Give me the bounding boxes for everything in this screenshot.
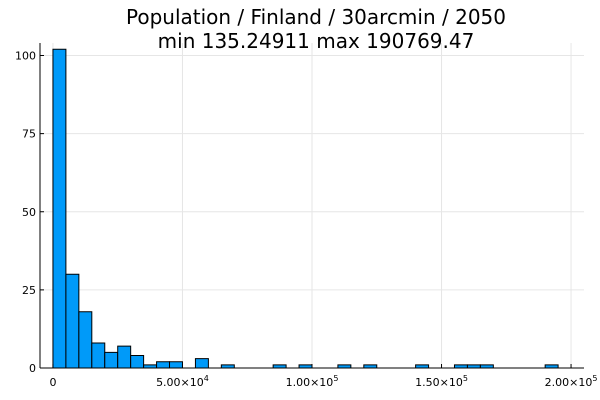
- y-tick-label: 50: [22, 206, 36, 219]
- axes-layer: 0 25 50 75 100 0 5.00×104 1.00×105 1.50×105 2.00×…: [15, 43, 597, 389]
- histogram-bar: [169, 361, 183, 369]
- histogram-bar: [52, 48, 67, 369]
- y-tick-label: 0: [29, 362, 36, 375]
- y-tick-label: 75: [22, 128, 36, 141]
- x-tick-exponent: 5: [592, 374, 597, 383]
- x-tick-label: 1.00×105: [286, 374, 339, 389]
- y-tick-label: 25: [22, 284, 36, 297]
- x-tick-label: 0: [49, 376, 56, 389]
- histogram-bar: [117, 345, 132, 369]
- bars-layer: [52, 48, 559, 369]
- x-tick-label: 1.50×105: [415, 374, 468, 389]
- x-tick-exponent: 5: [333, 374, 338, 383]
- x-tick-label: 2.00×105: [545, 374, 598, 389]
- x-tick-exponent: 4: [204, 374, 209, 383]
- histogram-bar: [78, 311, 93, 369]
- y-tick-label: 100: [15, 50, 36, 63]
- x-tick-exponent: 5: [463, 374, 468, 383]
- histogram-bar: [91, 342, 106, 369]
- histogram-bar: [194, 358, 209, 369]
- histogram-bar: [65, 273, 80, 369]
- x-tick-label: 5.00×104: [156, 374, 209, 389]
- histogram-bar: [130, 355, 145, 369]
- chart-title-line-1: Population / Finland / 30arcmin / 2050: [126, 5, 506, 29]
- histogram-bar: [156, 361, 171, 369]
- chart-title-line-2: min 135.24911 max 190769.47: [158, 29, 475, 53]
- histogram-bar: [104, 351, 119, 369]
- grid-layer: [40, 43, 584, 369]
